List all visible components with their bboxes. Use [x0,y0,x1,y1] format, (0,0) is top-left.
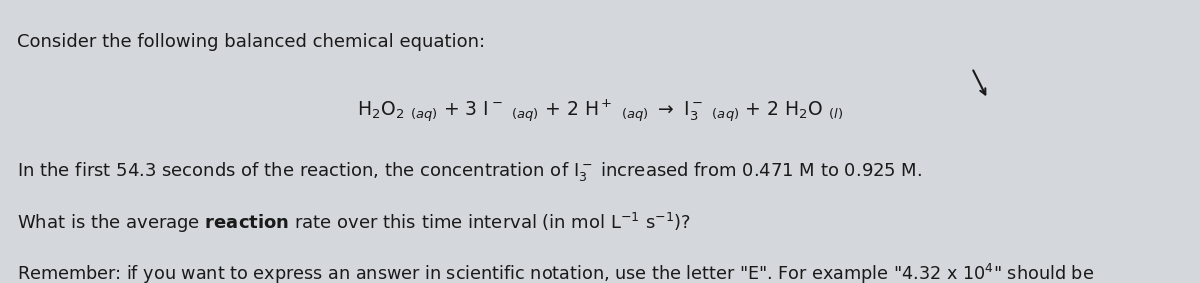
Text: Consider the following balanced chemical equation:: Consider the following balanced chemical… [17,33,485,51]
Text: What is the average $\mathbf{reaction}$ rate over this time interval (in mol L$^: What is the average $\mathbf{reaction}$ … [17,211,691,235]
Text: H$_2$O$_2$ $_{(aq)}$ + 3 I$^-$ $_{(aq)}$ + 2 H$^+$ $_{(aq)}$ $\rightarrow$ I$_3^: H$_2$O$_2$ $_{(aq)}$ + 3 I$^-$ $_{(aq)}$… [356,98,844,124]
Text: In the first 54.3 seconds of the reaction, the concentration of I$_3^-$ increase: In the first 54.3 seconds of the reactio… [17,160,922,183]
Text: Remember: if you want to express an answer in scientific notation, use the lette: Remember: if you want to express an answ… [17,262,1094,283]
